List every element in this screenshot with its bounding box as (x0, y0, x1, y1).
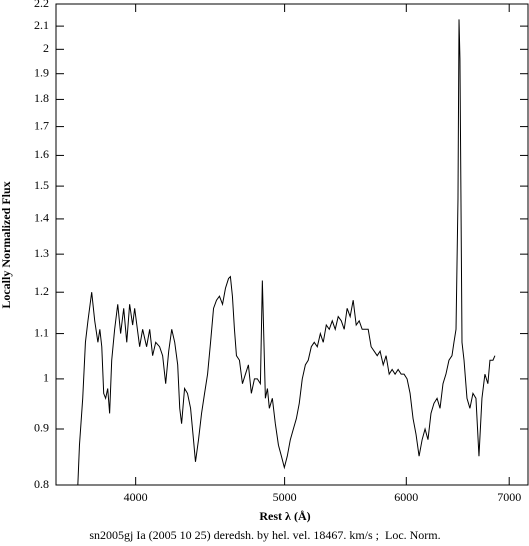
y-tick-label: 1.5 (34, 178, 49, 192)
y-tick-label: 1 (43, 371, 49, 385)
caption: sn2005gj Ia (2005 10 25) deredsh. by hel… (89, 528, 440, 542)
y-tick-label: 0.9 (34, 421, 49, 435)
x-tick-label: 6000 (394, 490, 418, 504)
y-tick-label: 1.8 (34, 91, 49, 105)
x-tick-label: 7000 (497, 490, 521, 504)
y-tick-label: 1.4 (34, 211, 49, 225)
y-tick-label: 1.2 (34, 284, 49, 298)
x-tick-label: 5000 (273, 490, 297, 504)
spectrum-line (77, 19, 496, 486)
y-tick-label: 1.7 (34, 118, 49, 132)
y-tick-label: 1.1 (34, 325, 49, 339)
y-tick-label: 1.9 (34, 65, 49, 79)
y-tick-label: 2.1 (34, 18, 49, 32)
y-tick-label: 1.6 (34, 147, 49, 161)
plot-frame (55, 3, 529, 486)
y-tick-label: 0.8 (34, 477, 49, 491)
y-tick-label: 2 (43, 41, 49, 55)
y-tick-label: 1.3 (34, 246, 49, 260)
x-tick-label: 4000 (124, 490, 148, 504)
y-tick-label: 2.2 (34, 0, 49, 10)
x-axis-label: Rest λ (Å) (259, 509, 310, 523)
y-axis-label: Locally Normalized Flux (0, 181, 13, 308)
